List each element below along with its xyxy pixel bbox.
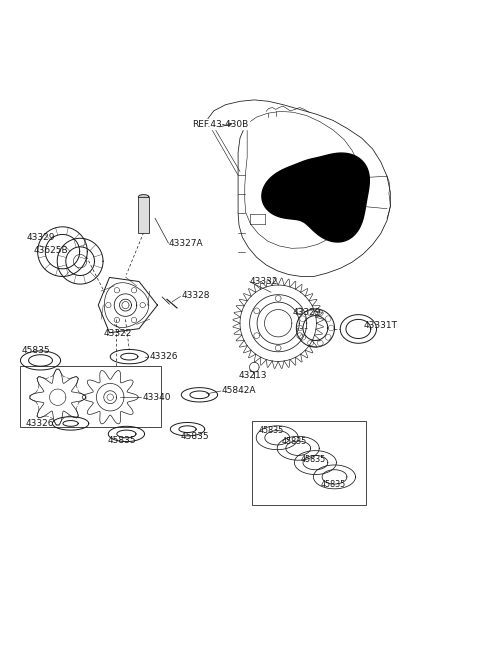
Text: 43213: 43213: [239, 371, 267, 380]
Polygon shape: [138, 197, 149, 233]
Text: 43329: 43329: [26, 233, 55, 242]
Text: 43327A: 43327A: [168, 239, 203, 247]
Text: 43331T: 43331T: [363, 321, 397, 330]
Text: 43625B: 43625B: [34, 246, 69, 255]
Text: 45835: 45835: [320, 480, 346, 489]
Text: 45835: 45835: [282, 437, 307, 446]
Text: 43326: 43326: [25, 419, 54, 428]
Text: 43340: 43340: [142, 393, 171, 401]
Text: 45835: 45835: [301, 455, 326, 464]
Text: 43332: 43332: [250, 277, 278, 286]
Text: 45835: 45835: [108, 436, 136, 445]
Text: 45835: 45835: [180, 432, 209, 441]
Text: 45835: 45835: [22, 346, 50, 356]
Text: 45842A: 45842A: [222, 386, 256, 396]
Text: 43322: 43322: [104, 329, 132, 338]
Text: 43328: 43328: [182, 291, 210, 300]
Text: REF.43-430B: REF.43-430B: [192, 119, 249, 129]
Text: 43329: 43329: [292, 308, 321, 317]
Polygon shape: [262, 153, 369, 242]
Text: 45835: 45835: [259, 426, 284, 435]
Polygon shape: [138, 195, 149, 199]
Text: 43326: 43326: [149, 352, 178, 361]
